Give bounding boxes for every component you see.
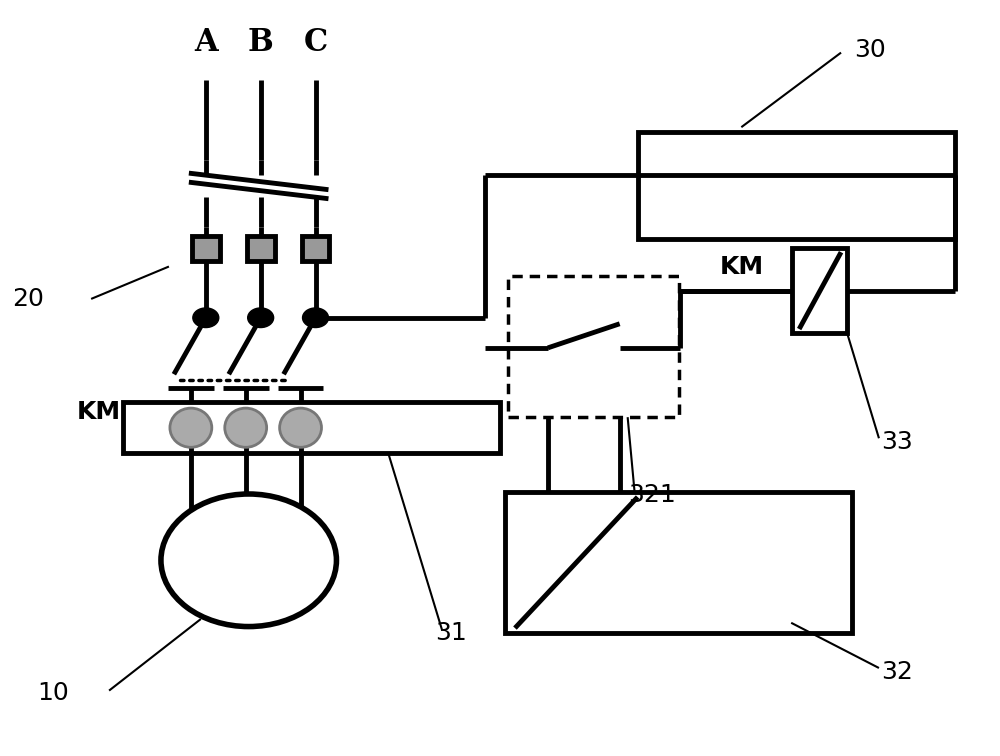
Text: KM: KM [77, 400, 121, 424]
Text: 20: 20 [12, 287, 44, 311]
Circle shape [161, 494, 336, 627]
Bar [192, 237, 220, 262]
Ellipse shape [225, 408, 267, 448]
Bar [247, 237, 275, 262]
Bar [508, 275, 679, 417]
Circle shape [248, 308, 274, 327]
Text: A: A [194, 27, 218, 58]
Text: B: B [248, 27, 274, 58]
Bar [123, 402, 500, 454]
Bar [638, 132, 955, 239]
Bar [505, 492, 852, 633]
Ellipse shape [280, 408, 321, 448]
Text: 32: 32 [881, 660, 913, 683]
Bar [792, 249, 847, 333]
Bar [302, 237, 329, 262]
Ellipse shape [170, 408, 212, 448]
Text: 321: 321 [628, 483, 675, 507]
Text: 30: 30 [854, 39, 886, 62]
Circle shape [193, 308, 219, 327]
Text: C: C [303, 27, 328, 58]
Text: KM: KM [719, 255, 764, 278]
Text: 31: 31 [435, 621, 467, 645]
Text: 33: 33 [881, 430, 913, 454]
Text: 10: 10 [37, 681, 69, 705]
Circle shape [303, 308, 328, 327]
